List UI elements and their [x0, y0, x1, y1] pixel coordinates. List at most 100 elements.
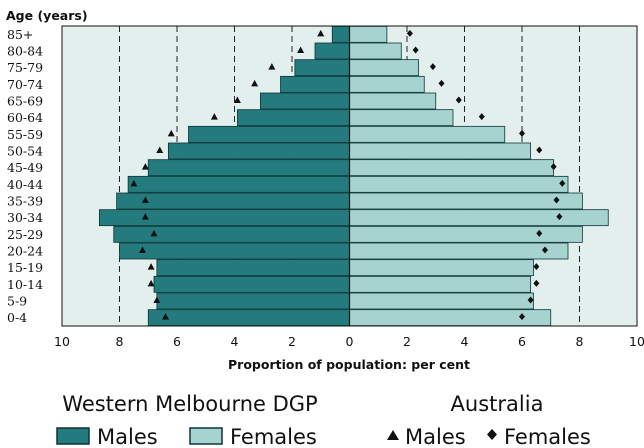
marker-au-females-25-29	[536, 229, 543, 237]
legend-swatch-males	[56, 427, 90, 445]
x-tick-pos0: 0	[346, 334, 354, 349]
age-label-10-14: 10-14	[7, 277, 43, 292]
bar-females-75-79	[349, 59, 419, 77]
marker-au-females-50-54	[536, 146, 543, 154]
legend-title-australia: Australia	[451, 392, 544, 416]
age-label-70-74: 70-74	[7, 77, 43, 92]
marker-au-males-0-4	[162, 313, 169, 320]
bar-females-10-14	[349, 275, 532, 293]
bar-males-25-29	[113, 225, 350, 243]
bar-males-75-79	[294, 59, 350, 77]
marker-au-males-45-49	[141, 163, 149, 170]
marker-au-females-10-14	[533, 279, 540, 287]
bar-males-55-59	[188, 125, 350, 143]
bar-males-85+	[331, 25, 350, 43]
x-tick-pos2: 2	[403, 334, 411, 349]
legend-label-au-males: Males	[405, 425, 466, 448]
bar-males-30-34	[98, 209, 350, 227]
marker-au-females-55-59	[519, 129, 525, 137]
age-label-20-24: 20-24	[7, 244, 43, 259]
bar-females-20-24	[349, 242, 569, 260]
legend-label-wm-males: Males	[97, 425, 158, 448]
x-tick-labels: 10 8 6 4 2 0 2 4 6 8 10	[54, 334, 644, 349]
bar-females-70-74	[349, 75, 425, 93]
marker-au-males-25-29	[150, 229, 158, 237]
x-tick-neg8: 8	[116, 334, 124, 349]
marker-au-females-85+	[406, 29, 413, 37]
x-tick-neg4: 4	[231, 334, 239, 349]
legend-triangle-marker	[387, 430, 399, 440]
australia-markers	[130, 29, 566, 321]
x-tick-neg6: 6	[173, 334, 181, 349]
bar-females-65-69	[349, 92, 437, 110]
marker-au-males-70-74	[251, 79, 259, 87]
marker-au-males-65-69	[233, 96, 241, 103]
bar-females-55-59	[349, 125, 506, 143]
x-axis-label: Proportion of population: per cent	[228, 357, 470, 372]
age-label-15-19: 15-19	[7, 260, 43, 275]
age-label-75-79: 75-79	[7, 60, 43, 75]
marker-au-males-5-9	[153, 296, 161, 303]
legend-diamond-marker	[487, 429, 497, 440]
bar-females-30-34	[349, 209, 609, 227]
marker-au-males-20-24	[139, 246, 146, 253]
marker-au-females-20-24	[542, 246, 548, 254]
bar-males-10-14	[153, 275, 350, 293]
legend-title-western-melbourne: Western Melbourne DGP	[62, 392, 317, 416]
x-tick-pos6: 6	[518, 334, 526, 349]
marker-au-males-50-54	[156, 146, 164, 153]
legend-label-wm-females: Females	[230, 425, 317, 448]
marker-au-females-45-49	[550, 163, 557, 171]
bar-males-20-24	[119, 242, 350, 260]
bars	[98, 25, 609, 327]
bar-females-45-49	[349, 159, 555, 177]
bar-females-35-39	[349, 192, 583, 210]
marker-au-males-75-79	[268, 63, 276, 70]
bar-females-50-54	[349, 142, 532, 160]
age-label-55-59: 55-59	[7, 127, 43, 142]
bar-males-60-64	[236, 109, 350, 127]
age-label-40-44: 40-44	[7, 177, 43, 192]
bar-females-25-29	[349, 225, 583, 243]
age-label-65-69: 65-69	[7, 94, 43, 109]
x-tick-neg10: 10	[54, 334, 70, 349]
marker-au-females-35-39	[553, 196, 560, 204]
legend: Western Melbourne DGP Australia Males Fe…	[56, 392, 591, 448]
marker-au-females-5-9	[527, 296, 534, 304]
marker-au-females-40-44	[559, 179, 566, 187]
bar-males-35-39	[116, 192, 350, 210]
x-tick-pos8: 8	[576, 334, 584, 349]
age-label-60-64: 60-64	[7, 110, 43, 125]
bar-females-40-44	[349, 175, 569, 193]
age-label-0-4: 0-4	[7, 310, 27, 325]
marker-au-females-75-79	[429, 63, 436, 71]
bar-females-5-9	[349, 292, 534, 310]
marker-au-females-15-19	[533, 263, 540, 271]
marker-au-males-80-84	[297, 46, 305, 53]
legend-swatch-females	[189, 427, 223, 445]
bar-males-0-4	[147, 309, 350, 327]
age-label-5-9: 5-9	[7, 294, 27, 309]
marker-au-males-15-19	[147, 263, 155, 270]
marker-au-males-40-44	[130, 179, 138, 187]
marker-au-males-30-34	[141, 213, 149, 220]
marker-au-males-35-39	[141, 196, 149, 203]
marker-au-females-70-74	[438, 79, 445, 87]
marker-au-males-60-64	[210, 113, 218, 120]
legend-label-au-females: Females	[504, 425, 591, 448]
marker-au-females-65-69	[455, 96, 462, 104]
bar-males-45-49	[147, 159, 350, 177]
bar-females-80-84	[349, 42, 402, 60]
marker-au-females-80-84	[412, 46, 419, 54]
marker-au-males-85+	[317, 29, 325, 37]
age-label-50-54: 50-54	[7, 144, 43, 159]
bar-males-70-74	[280, 75, 350, 93]
bar-males-80-84	[314, 42, 350, 60]
marker-au-males-55-59	[167, 129, 175, 137]
marker-au-males-10-14	[147, 279, 155, 287]
age-label-80-84: 80-84	[7, 44, 43, 59]
bar-males-5-9	[156, 292, 350, 310]
age-label-85+: 85+	[7, 27, 33, 42]
